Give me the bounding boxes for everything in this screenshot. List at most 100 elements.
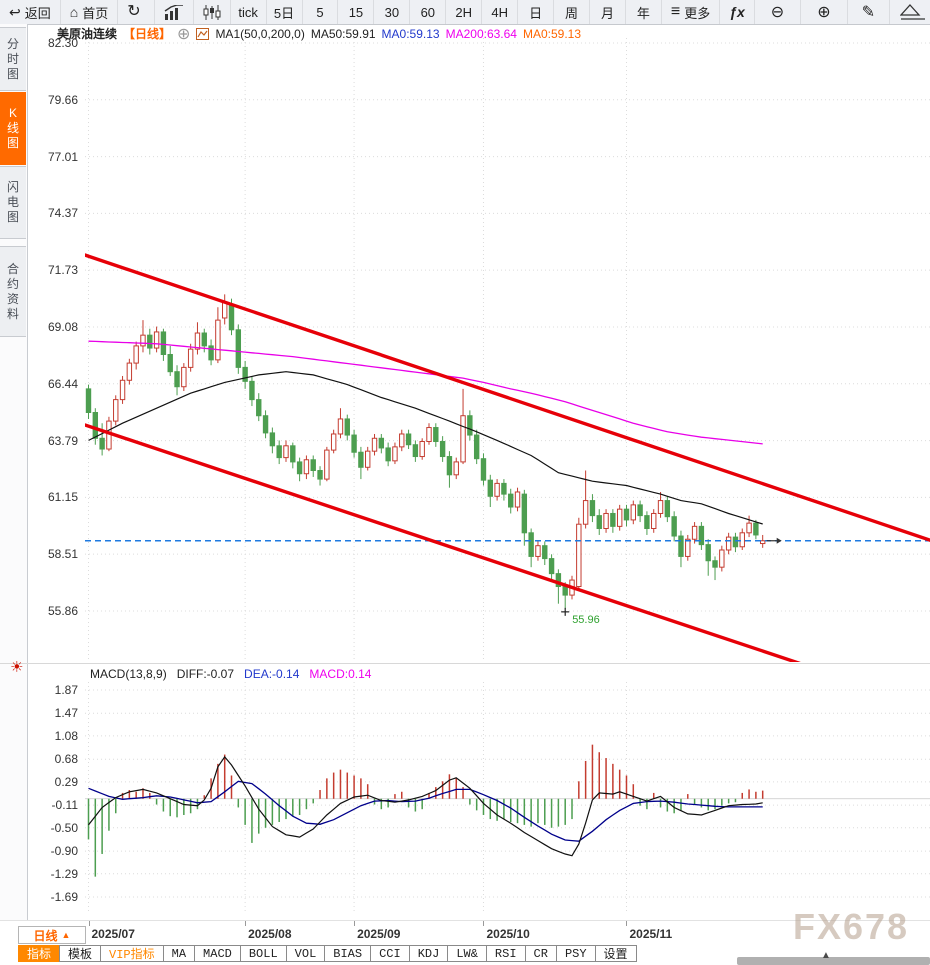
period-selector-label: 日线 [33,928,58,943]
price-axis-label: 71.73 [47,263,78,278]
date-tick [245,921,247,926]
back-button[interactable]: ↩ 返回 [0,0,61,24]
price-axis-label: 58.51 [47,547,78,562]
indicator-tab-CCI[interactable]: CCI [370,945,410,962]
indicator-tab-CR[interactable]: CR [524,945,557,962]
macd-chart-canvas[interactable] [85,682,930,912]
sidebar-tab-K线图[interactable]: K 线 图 [0,92,26,165]
ma50-value: MA50:59.91 [310,26,376,41]
ma0-orange-value: MA0:59.13 [522,26,582,41]
period-button-5日[interactable]: 5日 [267,0,303,24]
macd-header: MACD(13,8,9) DIFF:-0.07 DEA:-0.14 MACD:0… [90,667,371,681]
bar-chart-icon [164,3,184,20]
date-label-2025/09: 2025/09 [357,927,401,941]
period-button-5[interactable]: 5 [303,0,339,24]
macd-title: MACD(13,8,9) [90,667,167,681]
macd-axis-label: 1.08 [54,728,78,743]
shape-tool-button[interactable] [890,0,930,24]
sidebar-tab-分时图[interactable]: 分 时 图 [0,27,26,91]
home-button[interactable]: ⌂ 首页 [61,0,119,24]
refresh-button[interactable]: ↻ [118,0,155,24]
price-axis-label: 74.37 [47,206,78,221]
macd-hist-value: MACD:0.14 [309,667,372,681]
period-button-年[interactable]: 年 [626,0,662,24]
period-button-60[interactable]: 60 [410,0,447,24]
sidebar-tab-合约资料[interactable]: 合 约 资 料 [0,246,26,337]
ma-settings-icon[interactable] [196,27,210,40]
period-buttons: tick 5日 5 15 30 60 2H 4H 日周月年 [231,0,662,24]
period-tag[interactable]: 【日线】 [123,27,172,41]
period-button-15[interactable]: 15 [338,0,375,24]
period-button-30[interactable]: 30 [374,0,411,24]
indicator-tab-MA[interactable]: MA [162,945,196,962]
axis-divider [0,920,930,921]
draw-button[interactable]: ✎ [848,0,890,24]
period-button-tick[interactable]: tick [231,0,267,24]
period-button-周[interactable]: 周 [554,0,591,24]
date-tick [88,921,90,926]
macd-dea-value: DEA:-0.14 [244,667,300,681]
scrollbar-handle-icon: ▲ [821,950,831,961]
date-tick [354,921,356,926]
indicator-tab-VIP指标[interactable]: VIP指标 [100,945,164,962]
indicator-tab-KDJ[interactable]: KDJ [408,945,449,962]
indicator-tab-LW&[interactable]: LW& [447,945,487,962]
indicator-tab-VOL[interactable]: VOL [285,945,326,962]
fx-icon: ƒx [729,4,745,20]
top-toolbar: ↩ 返回 ⌂ 首页 ↻ [0,0,930,25]
back-label: 返回 [24,5,51,21]
macd-axis-label: 0.68 [54,752,78,767]
volume-chart-button[interactable] [155,0,194,24]
chevron-up-icon: ▲ [61,930,71,940]
indicator-tab-BOLL[interactable]: BOLL [239,945,287,962]
symbol-name: 美原油连续 [57,27,118,41]
refresh-icon: ↻ [127,3,141,20]
menu-icon: ≡ [670,3,681,20]
zoom-in-button[interactable]: ⊕ [801,0,848,24]
indicator-tab-RSI[interactable]: RSI [485,945,526,962]
macd-diff-value: DIFF:-0.07 [176,667,235,681]
macd-axis-label: -0.11 [51,798,78,813]
indicator-tab-MACD[interactable]: MACD [194,945,241,962]
indicator-settings-icon[interactable]: ☀ [10,659,24,676]
toolbar-right: ≡ 更多 ƒx ⊖ ⊕ ✎ [662,0,930,24]
triangle-shape-icon [899,4,926,20]
price-chart-canvas[interactable]: 55.96 [85,38,930,662]
more-button[interactable]: ≡ 更多 [662,0,721,24]
macd-y-axis: 1.87 1.47 1.08 0.68 0.29 -0.11 -0.50 -0.90 -1.29… [30,682,82,912]
indicator-tab-BIAS[interactable]: BIAS [324,945,372,962]
period-button-月[interactable]: 月 [590,0,626,24]
price-axis-label: 66.44 [47,376,78,391]
ma-setting-text: MA1(50,0,200,0) [215,26,305,41]
add-compare-icon[interactable]: ⊕ [177,25,191,43]
indicator-formula-button[interactable]: ƒx [720,0,755,24]
zoom-out-button[interactable]: ⊖ [755,0,802,24]
indicator-tab-模板[interactable]: 模板 [59,945,102,962]
price-axis-label: 63.79 [47,433,78,448]
ma200-value: MA200:63.64 [445,26,517,41]
period-button-日[interactable]: 日 [518,0,555,24]
indicator-tab-PSY[interactable]: PSY [555,945,596,962]
period-selector[interactable]: 日线 ▲ [18,926,86,944]
macd-axis-label: -0.50 [50,820,78,835]
horizontal-scrollbar[interactable]: ▲ [737,951,930,965]
price-axis-label: 69.08 [47,320,78,334]
indicator-tab-指标[interactable]: 指标 [18,945,61,962]
macd-axis-label: 0.29 [54,774,78,789]
price-axis-label: 55.86 [47,604,78,618]
price-axis-label: 77.01 [47,149,78,164]
indicator-tab-设置[interactable]: 设置 [594,945,637,962]
sidebar-tab-闪电图[interactable]: 闪 电 图 [0,166,26,239]
period-button-2H[interactable]: 2H [446,0,483,24]
pencil-icon: ✎ [861,4,875,21]
candlestick-icon [203,4,221,20]
price-axis-label: 82.30 [47,36,78,50]
chart-header: 美原油连续 【日线】 ⊕ MA1(50,0,200,0) MA50:59.91 … [57,25,582,43]
period-button-4H[interactable]: 4H [482,0,519,24]
zoom-in-icon: ⊕ [817,4,831,21]
more-label: 更多 [684,5,711,21]
candle-chart-button[interactable] [194,0,231,24]
price-axis-label: 79.66 [47,92,78,107]
